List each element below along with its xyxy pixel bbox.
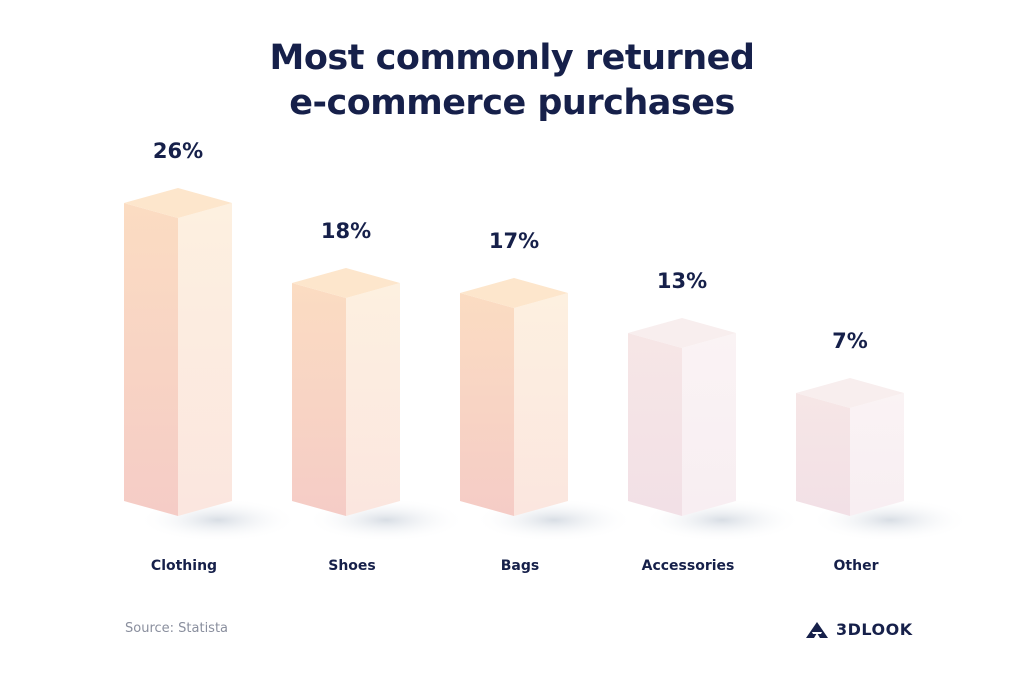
category-label: Shoes [328, 558, 376, 574]
bar-left-face [628, 333, 682, 516]
category-label: Bags [501, 558, 539, 574]
brand-name: 3DLOOK [836, 620, 913, 639]
bar-top-face [124, 188, 232, 218]
value-label: 7% [832, 329, 868, 353]
bar-right-face [850, 393, 904, 516]
value-label: 17% [489, 229, 539, 253]
bar-top-face [628, 318, 736, 348]
value-label: 18% [321, 219, 371, 243]
chart-title-line-2: e-commerce purchases [289, 83, 735, 123]
value-label: 13% [657, 269, 707, 293]
brand-logo: 3DLOOK [806, 620, 913, 639]
bar-left-face [460, 293, 514, 516]
category-label: Accessories [642, 558, 735, 574]
bar-left-face [124, 203, 178, 516]
chart-title-line-1: Most commonly returned [269, 38, 755, 78]
source-note: Source: Statista [125, 621, 229, 636]
bar-right-face [178, 203, 232, 516]
bar-right-face [514, 293, 568, 516]
category-label: Clothing [151, 558, 217, 574]
bar-top-face [460, 278, 568, 308]
bar-right-face [682, 333, 736, 516]
bar-right-face [346, 283, 400, 516]
bar-left-face [292, 283, 346, 516]
logo-triangle-icon [806, 621, 828, 638]
bar-left-face [796, 393, 850, 516]
chart-title: Most commonly returned e-commerce purcha… [0, 36, 1024, 126]
value-label: 26% [153, 139, 203, 163]
category-label: Other [834, 558, 879, 574]
bar-top-face [796, 378, 904, 408]
bar-top-face [292, 268, 400, 298]
